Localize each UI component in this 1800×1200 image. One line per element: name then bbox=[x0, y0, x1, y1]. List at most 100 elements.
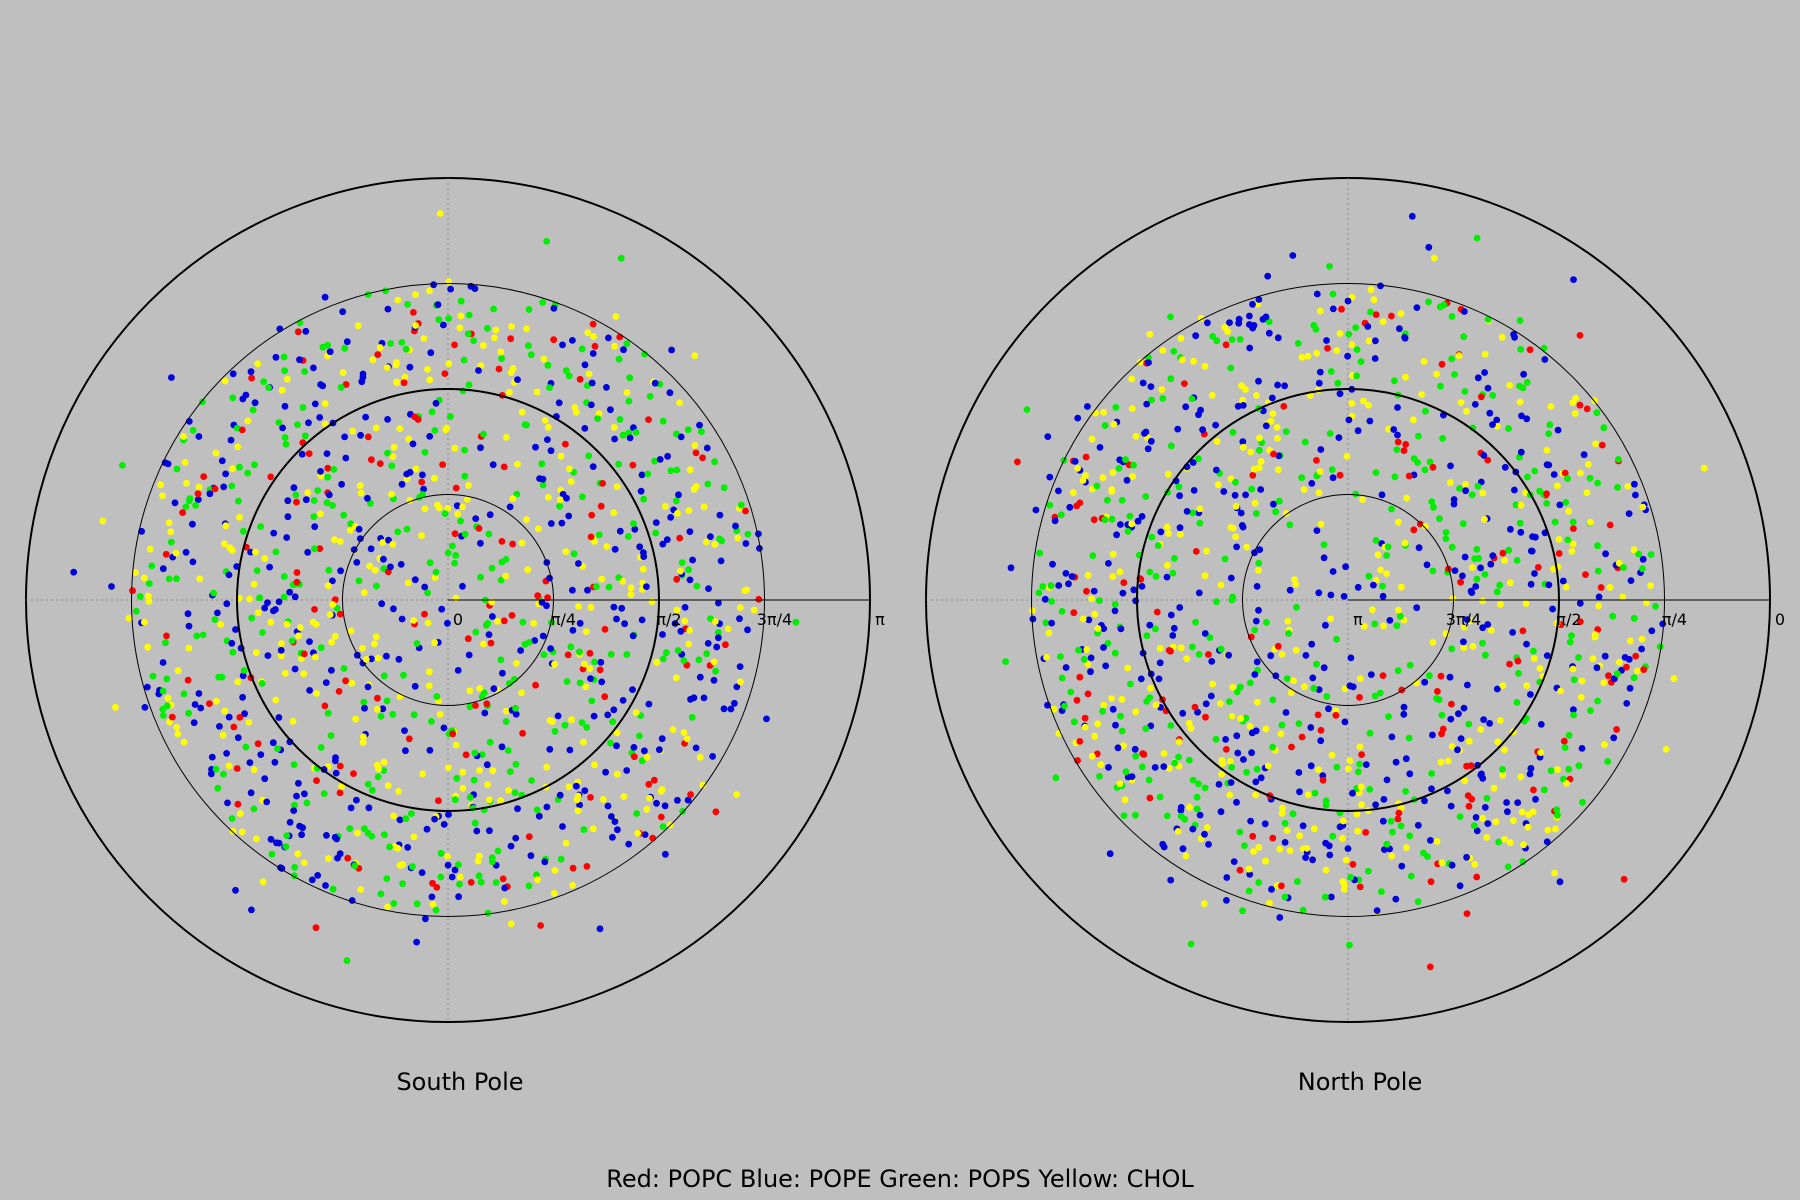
point-pope bbox=[404, 844, 412, 851]
point-pope bbox=[1346, 682, 1354, 690]
point-pope bbox=[361, 704, 368, 712]
point-chol bbox=[445, 278, 453, 286]
point-pops bbox=[1516, 519, 1524, 527]
point-chol bbox=[1380, 622, 1387, 630]
point-pope bbox=[1323, 337, 1330, 344]
point-chol bbox=[1433, 370, 1440, 378]
point-pops bbox=[625, 397, 633, 405]
point-chol bbox=[1255, 567, 1262, 574]
point-pops bbox=[1481, 571, 1489, 578]
point-pope bbox=[1239, 438, 1247, 446]
point-popc bbox=[1082, 453, 1090, 461]
point-pops bbox=[1333, 635, 1340, 643]
point-chol bbox=[1200, 900, 1208, 908]
point-pops bbox=[1430, 503, 1437, 511]
point-pope bbox=[304, 548, 312, 556]
point-pope bbox=[396, 816, 404, 824]
point-pope bbox=[1421, 678, 1429, 686]
point-pops bbox=[189, 426, 197, 434]
point-pope bbox=[413, 938, 420, 946]
point-chol bbox=[1229, 524, 1237, 532]
point-popc bbox=[722, 641, 729, 649]
point-pope bbox=[1189, 459, 1197, 466]
point-pops bbox=[616, 416, 624, 423]
point-chol bbox=[1506, 382, 1514, 389]
point-pope bbox=[432, 399, 440, 407]
point-pops bbox=[1245, 887, 1253, 895]
point-pope bbox=[271, 758, 279, 766]
point-pope bbox=[1341, 718, 1349, 726]
point-popc bbox=[1249, 471, 1257, 479]
point-pope bbox=[1514, 799, 1522, 806]
radial-tick-label: 3π/4 bbox=[757, 610, 792, 629]
point-chol bbox=[544, 423, 552, 431]
point-pops bbox=[1042, 619, 1050, 627]
point-chol bbox=[686, 466, 694, 474]
point-chol bbox=[443, 424, 451, 432]
point-pope bbox=[1233, 543, 1240, 551]
point-pope bbox=[543, 803, 551, 811]
point-chol bbox=[1081, 723, 1089, 731]
point-chol bbox=[1571, 410, 1579, 417]
point-pops bbox=[1310, 322, 1318, 329]
point-pope bbox=[499, 669, 506, 677]
point-chol bbox=[1360, 397, 1367, 405]
point-pope bbox=[419, 471, 426, 479]
point-pope bbox=[1444, 787, 1451, 795]
point-pops bbox=[132, 607, 140, 615]
point-chol bbox=[1108, 486, 1116, 493]
point-pops bbox=[1278, 721, 1286, 729]
point-pops bbox=[373, 582, 380, 590]
point-pope bbox=[395, 655, 403, 663]
point-chol bbox=[1446, 479, 1454, 487]
point-pops bbox=[159, 712, 167, 719]
point-pope bbox=[1545, 581, 1553, 589]
point-pope bbox=[539, 632, 547, 640]
point-chol bbox=[1595, 602, 1603, 610]
point-pope bbox=[141, 704, 149, 711]
point-popc bbox=[1582, 571, 1589, 578]
point-pope bbox=[1392, 895, 1400, 903]
point-chol bbox=[132, 569, 139, 576]
point-popc bbox=[712, 808, 720, 816]
point-chol bbox=[599, 796, 607, 803]
point-chol bbox=[1624, 483, 1632, 490]
point-pope bbox=[720, 705, 728, 713]
point-pope bbox=[1627, 577, 1635, 584]
point-pope bbox=[1447, 715, 1455, 723]
point-pope bbox=[455, 893, 462, 901]
point-pope bbox=[1398, 862, 1406, 870]
point-popc bbox=[1358, 751, 1365, 758]
point-pops bbox=[431, 427, 439, 434]
point-popc bbox=[439, 461, 446, 468]
point-pope bbox=[1532, 533, 1539, 541]
point-pops bbox=[511, 789, 519, 797]
point-pops bbox=[615, 460, 622, 468]
point-pope bbox=[430, 281, 437, 289]
point-chol bbox=[1438, 859, 1446, 867]
point-chol bbox=[1356, 675, 1364, 683]
point-pops bbox=[1543, 500, 1551, 507]
point-popc bbox=[1434, 688, 1441, 695]
point-chol bbox=[1339, 817, 1347, 825]
point-pope bbox=[581, 361, 589, 369]
point-chol bbox=[374, 654, 382, 662]
point-chol bbox=[359, 644, 366, 652]
point-pops bbox=[451, 559, 458, 567]
point-chol bbox=[1182, 852, 1190, 860]
point-pops bbox=[570, 550, 578, 558]
point-chol bbox=[1555, 536, 1563, 543]
point-pops bbox=[361, 825, 368, 832]
point-pope bbox=[1307, 762, 1315, 770]
point-pope bbox=[1163, 573, 1171, 581]
point-pope bbox=[342, 454, 350, 462]
point-chol bbox=[1524, 823, 1532, 831]
point-pope bbox=[1062, 570, 1070, 577]
point-chol bbox=[313, 690, 320, 697]
point-pope bbox=[459, 582, 466, 590]
point-popc bbox=[498, 538, 506, 545]
point-pope bbox=[384, 305, 392, 313]
point-pope bbox=[667, 514, 674, 521]
point-pops bbox=[1233, 688, 1241, 696]
point-pope bbox=[471, 285, 479, 292]
